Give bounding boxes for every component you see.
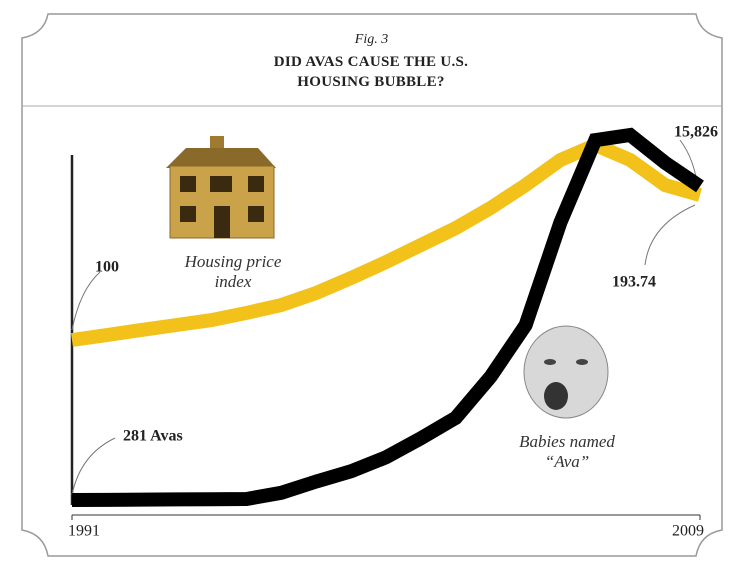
value-label: 193.74 [612,274,656,291]
series-label: Babies named “Ava” [519,432,615,471]
figure-label: Fig. 3 [354,32,389,47]
leader [71,271,101,331]
value-label: 100 [95,259,119,276]
leader [71,437,116,496]
x-tick-label: 2009 [672,523,704,540]
value-label: 281 Avas [123,428,183,445]
value-label: 15,826 [674,124,718,141]
baby-icon [523,325,609,419]
series-label: Housing price index [184,252,282,291]
series-line [71,127,704,507]
house-icon [166,136,276,239]
chart-title: DID AVAS CAUSE THE U.S. HOUSING BUBBLE? [273,54,469,90]
series-line [71,137,702,347]
leader [644,204,696,266]
x-tick-label: 1991 [68,523,100,540]
frame [21,13,723,557]
